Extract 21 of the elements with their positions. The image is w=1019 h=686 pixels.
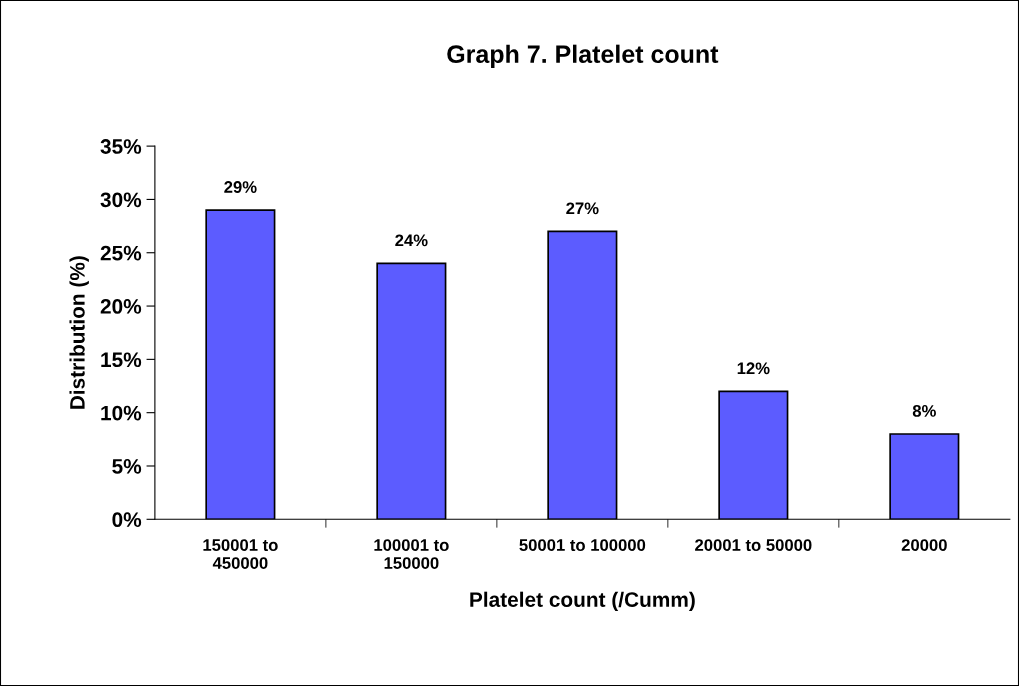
chart-title: Graph 7. Platelet count [447,44,719,68]
x-axis-title: Platelet count (/Cumm) [470,591,695,612]
x-tick-label: 50001 to 100000 [519,539,646,551]
data-label: 27% [566,202,599,215]
x-tick-label: 100001 to 150000 [374,539,449,569]
y-axis-title: Distribution (%) [69,256,89,409]
data-label: 12% [737,362,770,375]
y-tick-label: 25% [100,245,142,261]
y-tick-label: 30% [100,192,142,208]
x-tick-label: 20001 to 50000 [695,539,812,551]
x-tick-label: 150001 to 450000 [203,539,278,569]
data-label: 24% [395,234,428,247]
x-tick-label: 20000 [901,539,947,551]
y-tick-label: 5% [112,459,142,474]
y-tick-label: 10% [101,405,142,421]
y-tick-label: 20% [100,299,142,314]
y-tick-label: 35% [100,139,142,154]
data-label: 8% [912,405,936,417]
y-tick-label: 0% [112,512,142,528]
data-label: 29% [224,181,257,193]
y-tick-label: 15% [101,352,142,368]
